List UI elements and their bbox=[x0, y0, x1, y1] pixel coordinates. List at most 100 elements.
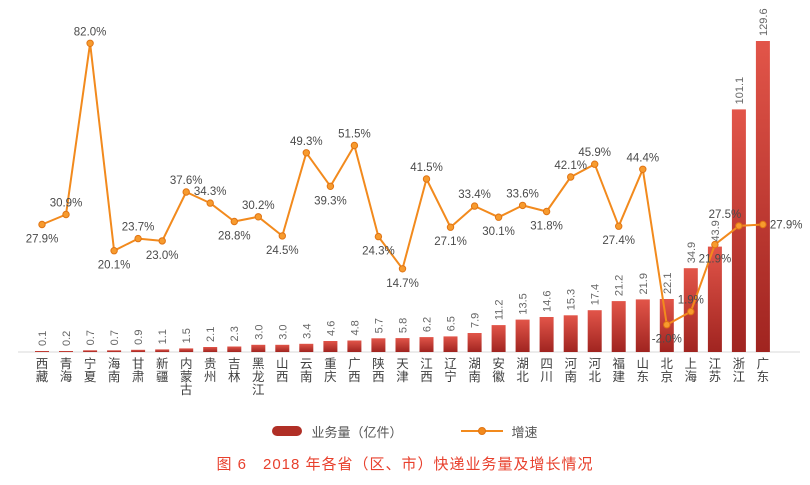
category-label-北京: 北京 bbox=[661, 357, 674, 384]
category-label-江西: 江西 bbox=[420, 357, 433, 384]
bar-广西 bbox=[347, 340, 362, 352]
growth-label-浙江: 27.5% bbox=[709, 209, 742, 221]
bar-value-label-湖北: 13.5 bbox=[518, 293, 530, 314]
category-label-贵州: 贵州 bbox=[204, 357, 217, 384]
growth-point-北京 bbox=[663, 321, 671, 329]
growth-point-江西 bbox=[422, 175, 431, 183]
growth-point-陕西 bbox=[374, 232, 383, 241]
category-label-广东: 广东 bbox=[757, 357, 770, 384]
category-label-陕西: 陕西 bbox=[372, 356, 385, 384]
growth-label-安徽: 30.1% bbox=[482, 226, 515, 238]
bar-河南 bbox=[563, 315, 578, 352]
bar-天津 bbox=[395, 338, 410, 352]
growth-point-贵州 bbox=[206, 199, 214, 207]
category-label-福建: 福建 bbox=[612, 356, 625, 384]
category-label-河南: 河南 bbox=[564, 357, 577, 384]
bar-value-label-新疆: 1.1 bbox=[157, 329, 169, 344]
growth-point-安徽 bbox=[494, 213, 503, 221]
category-label-黑龙江: 黑龙江 bbox=[252, 357, 265, 397]
bar-value-label-青海: 0.2 bbox=[61, 331, 73, 346]
growth-point-福建 bbox=[615, 222, 623, 230]
growth-point-辽宁 bbox=[446, 223, 455, 231]
line-series-swatch bbox=[460, 427, 503, 435]
growth-label-北京: -2.0% bbox=[652, 334, 682, 346]
growth-point-宁夏 bbox=[86, 39, 94, 47]
bar-value-label-福建: 21.2 bbox=[614, 275, 626, 296]
category-label-云南: 云南 bbox=[300, 357, 313, 384]
bar-value-label-江西: 6.2 bbox=[421, 317, 433, 332]
bar-value-label-重庆: 4.6 bbox=[325, 321, 337, 336]
growth-label-贵州: 34.3% bbox=[194, 186, 227, 198]
category-label-河北: 河北 bbox=[588, 357, 601, 384]
line-marker-dot-icon bbox=[477, 427, 486, 435]
bar-value-label-吉林: 2.3 bbox=[229, 326, 241, 341]
category-label-四川: 四川 bbox=[540, 357, 553, 384]
bar-value-label-甘肃: 0.9 bbox=[133, 330, 145, 345]
category-label-海南: 海南 bbox=[108, 356, 121, 384]
bar-value-label-云南: 3.4 bbox=[301, 324, 313, 339]
growth-point-天津 bbox=[398, 265, 407, 273]
growth-point-甘肃 bbox=[134, 234, 142, 243]
growth-point-河南 bbox=[567, 173, 575, 181]
growth-point-西藏 bbox=[38, 220, 46, 229]
growth-point-内蒙古 bbox=[182, 188, 190, 196]
bar-value-label-广东: 129.6 bbox=[758, 8, 770, 36]
bar-江西 bbox=[419, 337, 434, 352]
bar-value-label-贵州: 2.1 bbox=[205, 327, 217, 342]
growth-label-江苏: 21.9% bbox=[699, 254, 732, 266]
legend-label-growth: 增速 bbox=[511, 424, 538, 440]
bar-云南 bbox=[299, 343, 314, 352]
growth-point-吉林 bbox=[230, 217, 239, 226]
bar-value-label-北京: 22.1 bbox=[662, 273, 674, 294]
bar-value-label-河南: 15.3 bbox=[566, 289, 578, 310]
growth-label-广西: 51.5% bbox=[338, 129, 371, 141]
bar-value-label-四川: 14.6 bbox=[542, 291, 554, 312]
growth-point-云南 bbox=[302, 149, 310, 157]
bar-辽宁 bbox=[443, 336, 458, 352]
growth-label-天津: 14.7% bbox=[386, 278, 419, 290]
bar-value-label-湖南: 7.9 bbox=[470, 313, 482, 328]
bar-value-label-西藏: 0.1 bbox=[37, 331, 49, 346]
growth-point-新疆 bbox=[158, 237, 166, 245]
category-label-上海: 上海 bbox=[685, 357, 698, 384]
growth-point-青海 bbox=[62, 210, 70, 219]
growth-label-内蒙古: 37.6% bbox=[170, 175, 203, 187]
bar-西藏 bbox=[35, 351, 49, 352]
growth-point-山西 bbox=[278, 232, 286, 240]
growth-label-新疆: 23.0% bbox=[146, 250, 179, 262]
bar-value-label-天津: 5.8 bbox=[397, 318, 409, 333]
growth-label-黑龙江: 30.2% bbox=[242, 200, 275, 212]
bar-value-label-浙江: 101.1 bbox=[734, 77, 746, 105]
growth-point-四川 bbox=[542, 207, 551, 216]
growth-label-吉林: 28.8% bbox=[218, 231, 251, 243]
bar-浙江 bbox=[731, 109, 746, 353]
legend-label-volume: 业务量（亿件） bbox=[311, 424, 403, 440]
bar-海南 bbox=[107, 350, 122, 352]
growth-label-陕西: 24.3% bbox=[362, 246, 395, 258]
legend-item-growth: 增速 bbox=[460, 422, 538, 441]
chart-caption: 图 6 2018 年各省（区、市）快递业务量及增长情况 bbox=[216, 456, 594, 473]
bar-value-label-上海: 34.9 bbox=[686, 242, 698, 263]
bar-福建 bbox=[611, 301, 626, 352]
category-label-天津: 天津 bbox=[396, 357, 409, 384]
growth-label-四川: 31.8% bbox=[530, 221, 563, 233]
bar-青海 bbox=[59, 351, 73, 352]
bar-宁夏 bbox=[83, 350, 98, 352]
bar-line-chart: 0.1 0.2 0.7 0.7 0.9 1.1 1.5 2.1 2.3 3.0 3.0 3.4 4.6 4… bbox=[18, 8, 803, 397]
bar-湖北 bbox=[515, 319, 530, 352]
category-label-甘肃: 甘肃 bbox=[132, 357, 145, 384]
growth-label-甘肃: 23.7% bbox=[122, 222, 155, 234]
growth-point-山东 bbox=[639, 165, 647, 174]
growth-label-上海: 1.9% bbox=[678, 295, 704, 307]
bar-贵州 bbox=[203, 347, 218, 352]
category-label-安徽: 安徽 bbox=[492, 356, 505, 384]
growth-point-湖南 bbox=[470, 202, 479, 210]
growth-label-西藏: 27.9% bbox=[26, 234, 59, 246]
category-label-山西: 山西 bbox=[276, 357, 289, 384]
bar-value-label-江苏: 43.9 bbox=[710, 220, 722, 241]
category-label-青海: 青海 bbox=[60, 357, 73, 384]
bar-吉林 bbox=[227, 346, 242, 352]
growth-label-河北: 45.9% bbox=[578, 147, 611, 159]
bar-四川 bbox=[539, 317, 554, 352]
